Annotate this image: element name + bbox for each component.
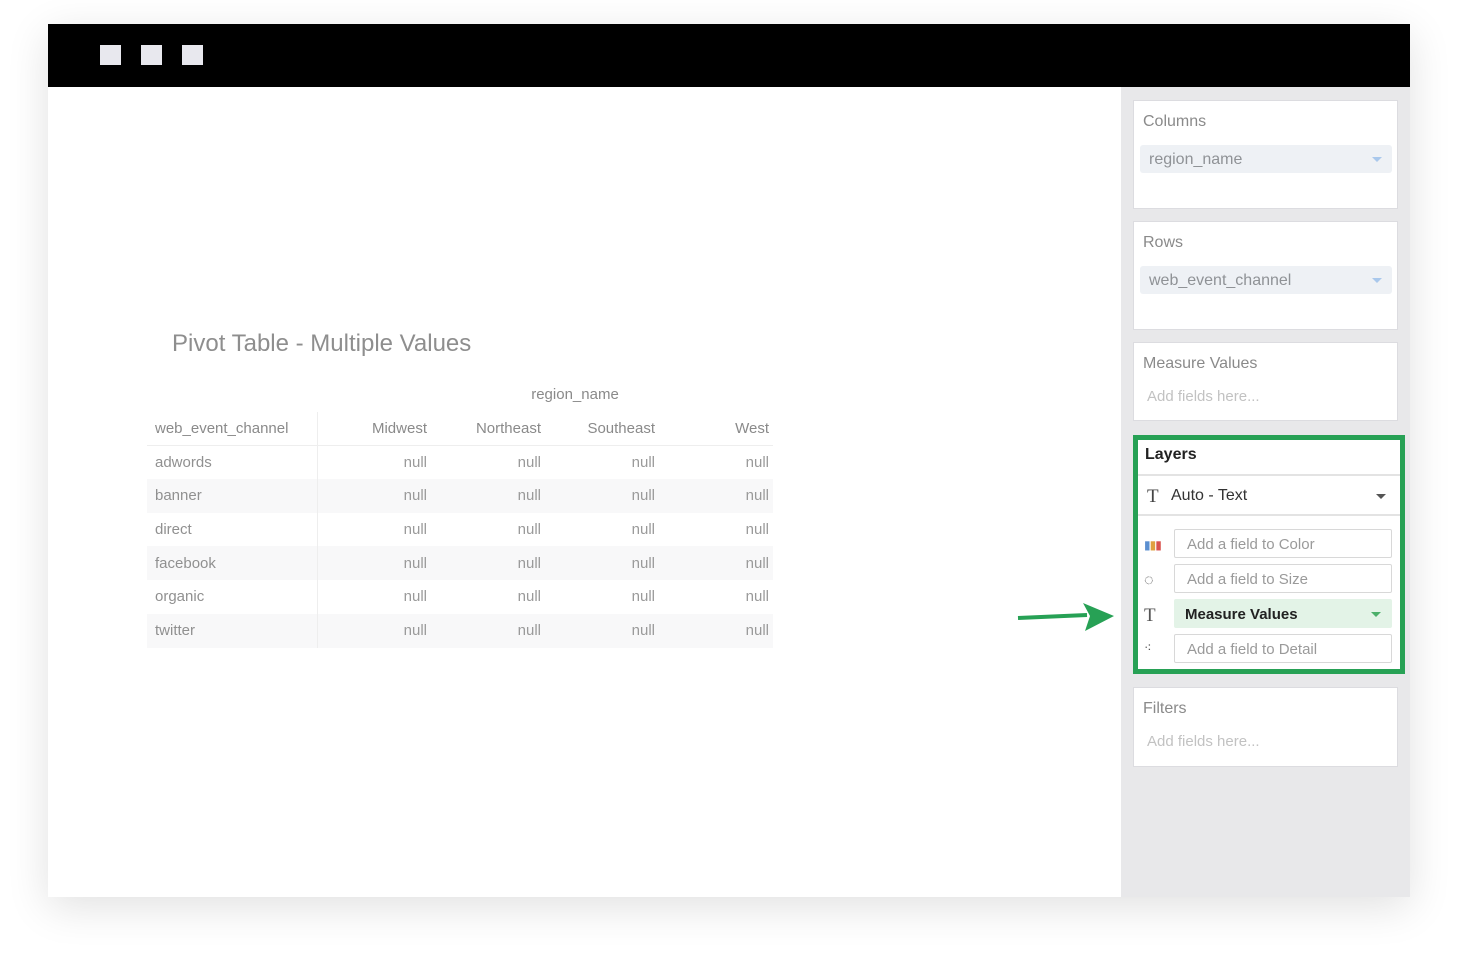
text-type-icon: T <box>1147 486 1159 507</box>
column-field-header: region_name <box>531 386 619 404</box>
layer-type-select[interactable]: T Auto - Text <box>1138 474 1400 516</box>
table-cell: null <box>545 613 659 648</box>
columns-field-label: region_name <box>1149 151 1243 168</box>
size-icon: ◌ <box>1144 572 1154 589</box>
table-cell: null <box>517 453 541 471</box>
columns-title: Columns <box>1143 113 1207 130</box>
title-bar <box>48 24 1410 87</box>
row-header: organic <box>147 580 318 614</box>
chevron-down-icon[interactable] <box>1372 278 1382 283</box>
row-header: facebook <box>147 546 318 581</box>
table-cell: null <box>659 479 773 513</box>
table-row: direct null null null null <box>147 512 773 547</box>
row-header: banner <box>147 479 318 513</box>
row-header: twitter <box>147 613 318 648</box>
table-row: adwords null null null null <box>147 445 773 480</box>
table-row: facebook null null null null <box>147 546 773 581</box>
table-cell: null <box>517 588 541 606</box>
detail-field-drop[interactable]: Add a field to Detail <box>1174 634 1392 663</box>
measure-values-panel[interactable]: Measure Values Add fields here... <box>1133 342 1398 421</box>
chevron-down-icon[interactable] <box>1376 494 1386 499</box>
table-row: organic null null null null <box>147 580 773 614</box>
column-header: Midwest <box>371 419 427 437</box>
table-cell: null <box>631 521 655 539</box>
table-cell: null <box>745 453 769 471</box>
table-cell: null <box>745 588 769 606</box>
table-cell: null <box>403 453 427 471</box>
table-cell: null <box>431 479 545 513</box>
columns-panel: Columns region_name <box>1133 100 1398 209</box>
text-field-label: Measure Values <box>1185 606 1298 623</box>
layers-title: Layers <box>1145 446 1197 463</box>
row-field-header: web_event_channel <box>147 411 318 446</box>
column-header: Southeast <box>587 419 655 437</box>
color-field-drop[interactable]: Add a field to Color <box>1174 529 1392 558</box>
table-cell: null <box>317 546 431 581</box>
rows-panel: Rows web_event_channel <box>1133 221 1398 330</box>
rows-field-label: web_event_channel <box>1149 272 1292 289</box>
table-cell: null <box>659 613 773 648</box>
table-row: twitter null null null null <box>147 613 773 648</box>
table-row: banner null null null null <box>147 479 773 513</box>
table-cell: null <box>631 453 655 471</box>
layers-panel: Layers T Auto - Text ▮▮▮ Add a field to … <box>1133 435 1405 674</box>
text-field-pill[interactable]: Measure Values <box>1174 599 1392 628</box>
table-cell: null <box>631 588 655 606</box>
measure-values-drop-zone[interactable]: Add fields here... <box>1147 388 1260 405</box>
table-cell: null <box>317 479 431 513</box>
rows-title: Rows <box>1143 234 1184 251</box>
table-cell: null <box>403 521 427 539</box>
filters-panel[interactable]: Filters Add fields here... <box>1133 687 1398 767</box>
window-control-icon[interactable] <box>141 45 162 65</box>
table-cell: null <box>545 546 659 581</box>
text-icon: T <box>1144 605 1156 626</box>
table-cell: null <box>431 546 545 581</box>
row-header: direct <box>147 512 318 547</box>
arrow-icon <box>1017 603 1114 631</box>
table-cell: null <box>317 613 431 648</box>
table-cell: null <box>431 613 545 648</box>
window-control-icon[interactable] <box>100 45 121 65</box>
pivot-table: region_name web_event_channel Midwest No… <box>147 378 773 648</box>
row-header: adwords <box>147 445 318 480</box>
column-header: West <box>735 419 769 437</box>
size-field-drop[interactable]: Add a field to Size <box>1174 564 1392 593</box>
table-cell: null <box>659 546 773 581</box>
filters-title: Filters <box>1143 700 1187 717</box>
chevron-down-icon[interactable] <box>1371 612 1381 617</box>
chevron-down-icon[interactable] <box>1372 157 1382 162</box>
chart-title: Pivot Table - Multiple Values <box>172 330 472 357</box>
layer-type-label: Auto - Text <box>1171 487 1248 504</box>
table-cell: null <box>403 588 427 606</box>
color-icon: ▮▮▮ <box>1144 538 1162 552</box>
columns-field-pill[interactable]: region_name <box>1140 145 1392 173</box>
table-cell: null <box>545 479 659 513</box>
rows-field-pill[interactable]: web_event_channel <box>1140 266 1392 294</box>
table-cell: null <box>517 521 541 539</box>
detail-icon: ⁖ <box>1144 640 1152 655</box>
column-header: Northeast <box>475 419 541 437</box>
filters-drop-zone[interactable]: Add fields here... <box>1147 733 1260 750</box>
window-control-icon[interactable] <box>182 45 203 65</box>
measure-values-title: Measure Values <box>1143 355 1258 372</box>
table-cell: null <box>745 521 769 539</box>
